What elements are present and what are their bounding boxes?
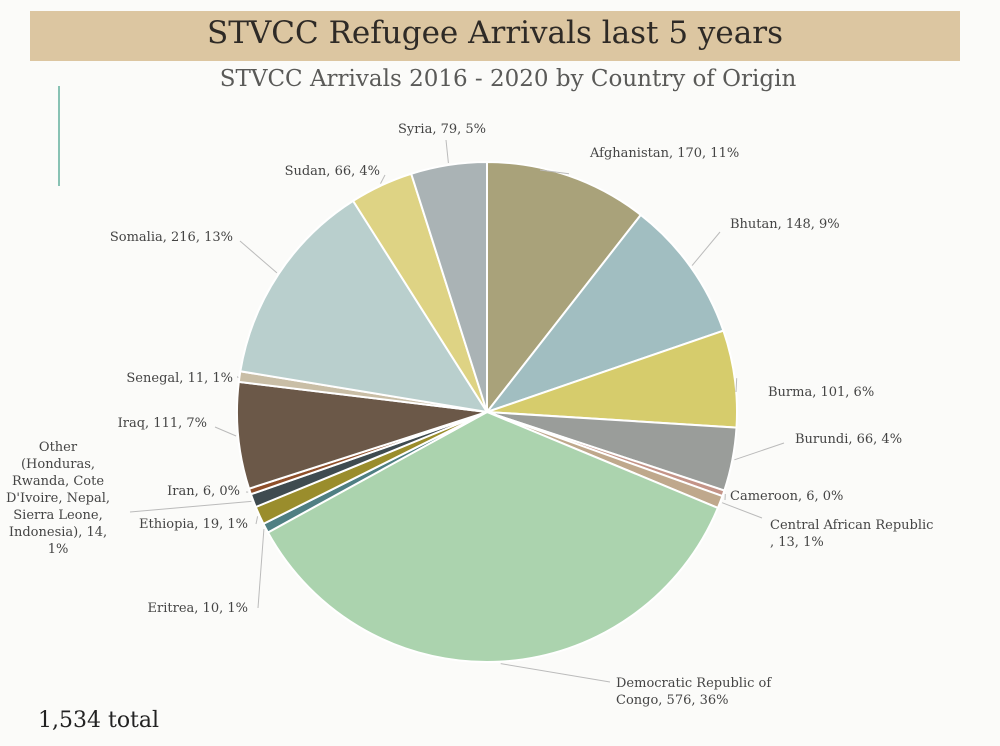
leader-line-9 (129, 500, 252, 513)
slice-label-5: Central African Republic, 13, 1% (770, 518, 933, 550)
total-count: 1,534 total (38, 708, 160, 733)
slice-label-3: Burundi, 66, 4% (795, 432, 902, 447)
leader-line-0 (539, 169, 570, 175)
leader-line-14 (380, 174, 386, 184)
pie-slice-11 (236, 380, 488, 490)
slice-label-15: Syria, 79, 5% (398, 122, 486, 137)
slice-label-8: Ethiopia, 19, 1% (139, 517, 248, 532)
pie-slice-6 (266, 410, 720, 663)
slice-label-10: Iran, 6, 0% (167, 484, 240, 499)
leader-line-5 (721, 502, 763, 519)
slice-label-9: Other (Honduras, Rwanda, Cote D'Ivoire, Nep… (6, 440, 110, 557)
pie-slice-0 (486, 160, 643, 415)
slice-label-4: Cameroon, 6, 0% (730, 489, 843, 504)
slice-label-14: Sudan, 66, 4% (285, 164, 380, 179)
leader-line-3 (734, 442, 785, 461)
slice-label-7: Eritrea, 10, 1% (148, 601, 248, 616)
leader-line-13 (239, 240, 278, 274)
pie-slice-13 (239, 199, 490, 414)
slice-label-11: Iraq, 111, 7% (118, 416, 207, 431)
accent-rule (58, 86, 60, 186)
leader-line-8 (255, 516, 259, 525)
slice-label-0: Afghanistan, 170, 11% (589, 146, 739, 161)
pie-slice-1 (484, 213, 725, 415)
slice-label-1: Bhutan, 148, 9% (730, 217, 840, 232)
leader-line-6 (500, 663, 611, 683)
title-banner: STVCC Refugee Arrivals last 5 years (30, 11, 960, 61)
chart-title: STVCC Arrivals 2016 - 2020 by Country of… (219, 66, 797, 92)
leader-line-1 (691, 231, 721, 266)
leader-line-15 (445, 139, 449, 164)
slice-label-2: Burma, 101, 6% (768, 385, 874, 400)
leader-line-11 (214, 426, 237, 437)
slice-label-6: Democratic Republic of Congo, 576, 36% (616, 676, 772, 708)
leader-line-12 (237, 376, 239, 379)
pie-slice-15 (409, 160, 488, 413)
slice-label-13: Somalia, 216, 13% (110, 230, 233, 245)
page-title: STVCC Refugee Arrivals last 5 years (207, 15, 783, 51)
leader-line-2 (735, 378, 738, 393)
slice-label-12: Senegal, 11, 1% (126, 371, 233, 386)
leader-line-7 (257, 529, 265, 609)
